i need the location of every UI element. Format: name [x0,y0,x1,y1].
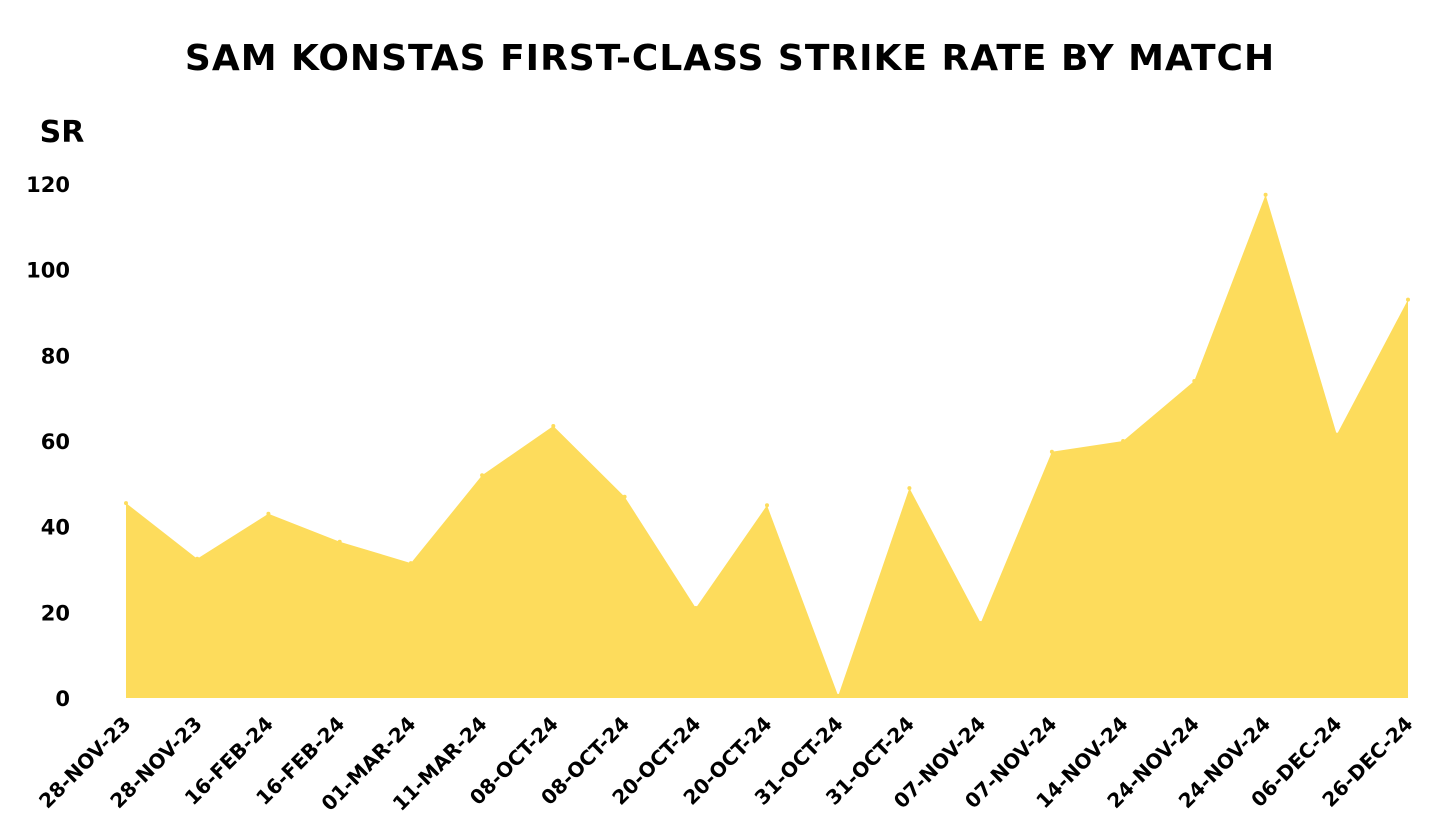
data-point [124,501,128,506]
y-tick-label: 40 [41,516,70,540]
data-point [978,621,983,625]
data-point [337,539,342,544]
data-point [693,606,698,610]
data-point [907,486,912,491]
data-point [1406,297,1410,302]
data-point [765,503,769,508]
data-point [1263,192,1268,197]
x-axis-ticks: 28-NOV-2328-NOV-2316-FEB-2416-FEB-2401-M… [34,712,1417,816]
y-axis-ticks: 0 20 40 60 80 100 120 [26,173,70,711]
data-point [266,511,271,516]
area-layer [124,192,1410,698]
y-tick-label: 100 [26,259,70,283]
y-tick-label: 0 [55,687,70,711]
data-point [195,556,200,561]
data-point [1121,439,1126,443]
y-tick-label: 120 [26,173,70,197]
data-point [551,424,556,428]
data-point [836,693,841,698]
y-tick-label: 20 [41,601,70,625]
data-point [622,494,627,499]
data-point [408,561,413,566]
y-tick-label: 60 [41,430,70,454]
strike-rate-area [126,194,1408,698]
data-point [1192,379,1197,383]
chart-title: SAM KONSTAS FIRST-CLASS STRIKE RATE BY M… [185,38,1275,79]
y-axis-label: SR [40,115,85,150]
y-tick-label: 80 [41,344,70,368]
data-point [1334,432,1339,437]
data-point [480,473,485,478]
data-point [1049,449,1054,454]
